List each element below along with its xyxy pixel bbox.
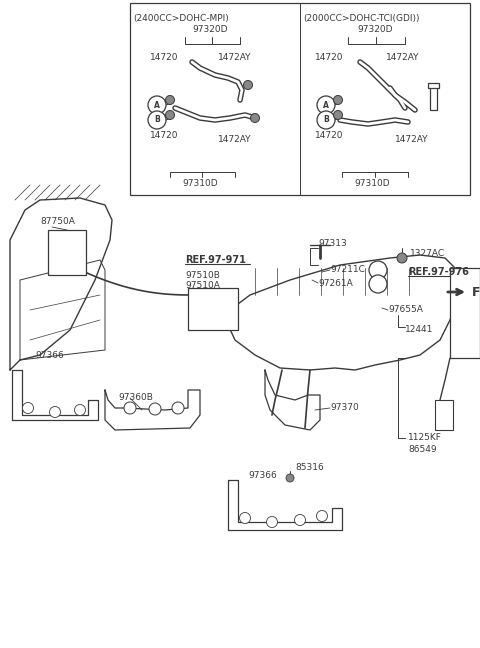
- Circle shape: [240, 513, 251, 524]
- Text: 1472AY: 1472AY: [386, 54, 420, 62]
- Circle shape: [148, 96, 166, 114]
- Text: A: A: [323, 100, 329, 110]
- Circle shape: [295, 515, 305, 526]
- Bar: [48, 230, 86, 275]
- Text: 12441: 12441: [405, 325, 433, 334]
- Circle shape: [316, 511, 327, 522]
- Text: 97510B: 97510B: [185, 270, 220, 279]
- Circle shape: [251, 113, 260, 122]
- Text: 86549: 86549: [408, 446, 437, 454]
- Text: 97320D: 97320D: [192, 25, 228, 34]
- Text: 97211C: 97211C: [330, 266, 365, 275]
- Text: 97310D: 97310D: [182, 178, 218, 187]
- Text: 97313: 97313: [318, 238, 347, 248]
- Bar: [435, 400, 453, 430]
- Circle shape: [317, 96, 335, 114]
- Circle shape: [243, 80, 252, 89]
- Text: 1472AY: 1472AY: [218, 54, 252, 62]
- Bar: [450, 268, 480, 358]
- Circle shape: [166, 111, 175, 119]
- Text: B: B: [375, 279, 381, 288]
- Circle shape: [124, 402, 136, 414]
- Circle shape: [49, 406, 60, 417]
- Text: 87750A: 87750A: [40, 218, 75, 227]
- Text: 97261A: 97261A: [318, 279, 353, 288]
- Text: A: A: [375, 266, 381, 275]
- Text: REF.97-976: REF.97-976: [408, 267, 469, 277]
- Text: 1472AY: 1472AY: [395, 135, 429, 145]
- Circle shape: [286, 474, 294, 482]
- Circle shape: [149, 403, 161, 415]
- Text: 97510A: 97510A: [185, 281, 220, 290]
- Text: REF.97-971: REF.97-971: [185, 255, 246, 265]
- Bar: [430, 85, 437, 110]
- Text: 97366: 97366: [248, 470, 277, 480]
- Circle shape: [334, 111, 343, 119]
- Text: 1125KF: 1125KF: [408, 434, 442, 443]
- Circle shape: [266, 516, 277, 527]
- Text: 14720: 14720: [315, 130, 344, 139]
- Text: 97360B: 97360B: [118, 393, 153, 402]
- Text: 1327AC: 1327AC: [410, 248, 445, 257]
- Text: (2000CC>DOHC-TCI(GDI)): (2000CC>DOHC-TCI(GDI)): [303, 14, 420, 23]
- Text: 97310D: 97310D: [354, 178, 390, 187]
- Text: 97366: 97366: [35, 351, 64, 360]
- Text: (2400CC>DOHC-MPI): (2400CC>DOHC-MPI): [133, 14, 229, 23]
- Text: A: A: [154, 100, 160, 110]
- Text: 97655A: 97655A: [388, 305, 423, 314]
- Text: FR.: FR.: [472, 286, 480, 299]
- Circle shape: [172, 402, 184, 414]
- Text: B: B: [323, 115, 329, 124]
- Text: 1472AY: 1472AY: [218, 135, 252, 145]
- Text: 97370: 97370: [330, 404, 359, 413]
- Text: 14720: 14720: [150, 54, 179, 62]
- Bar: [428, 83, 439, 88]
- Circle shape: [166, 95, 175, 104]
- Circle shape: [74, 404, 85, 415]
- Bar: [188, 288, 238, 330]
- Text: 14720: 14720: [150, 130, 179, 139]
- Circle shape: [317, 111, 335, 129]
- Circle shape: [148, 111, 166, 129]
- Circle shape: [369, 261, 387, 279]
- Text: 14720: 14720: [315, 54, 344, 62]
- Circle shape: [23, 402, 34, 413]
- Circle shape: [334, 95, 343, 104]
- Bar: [130, 3, 470, 195]
- Circle shape: [397, 253, 407, 263]
- Text: B: B: [154, 115, 160, 124]
- Circle shape: [369, 275, 387, 293]
- Text: 85316: 85316: [295, 463, 324, 472]
- Text: 97320D: 97320D: [357, 25, 393, 34]
